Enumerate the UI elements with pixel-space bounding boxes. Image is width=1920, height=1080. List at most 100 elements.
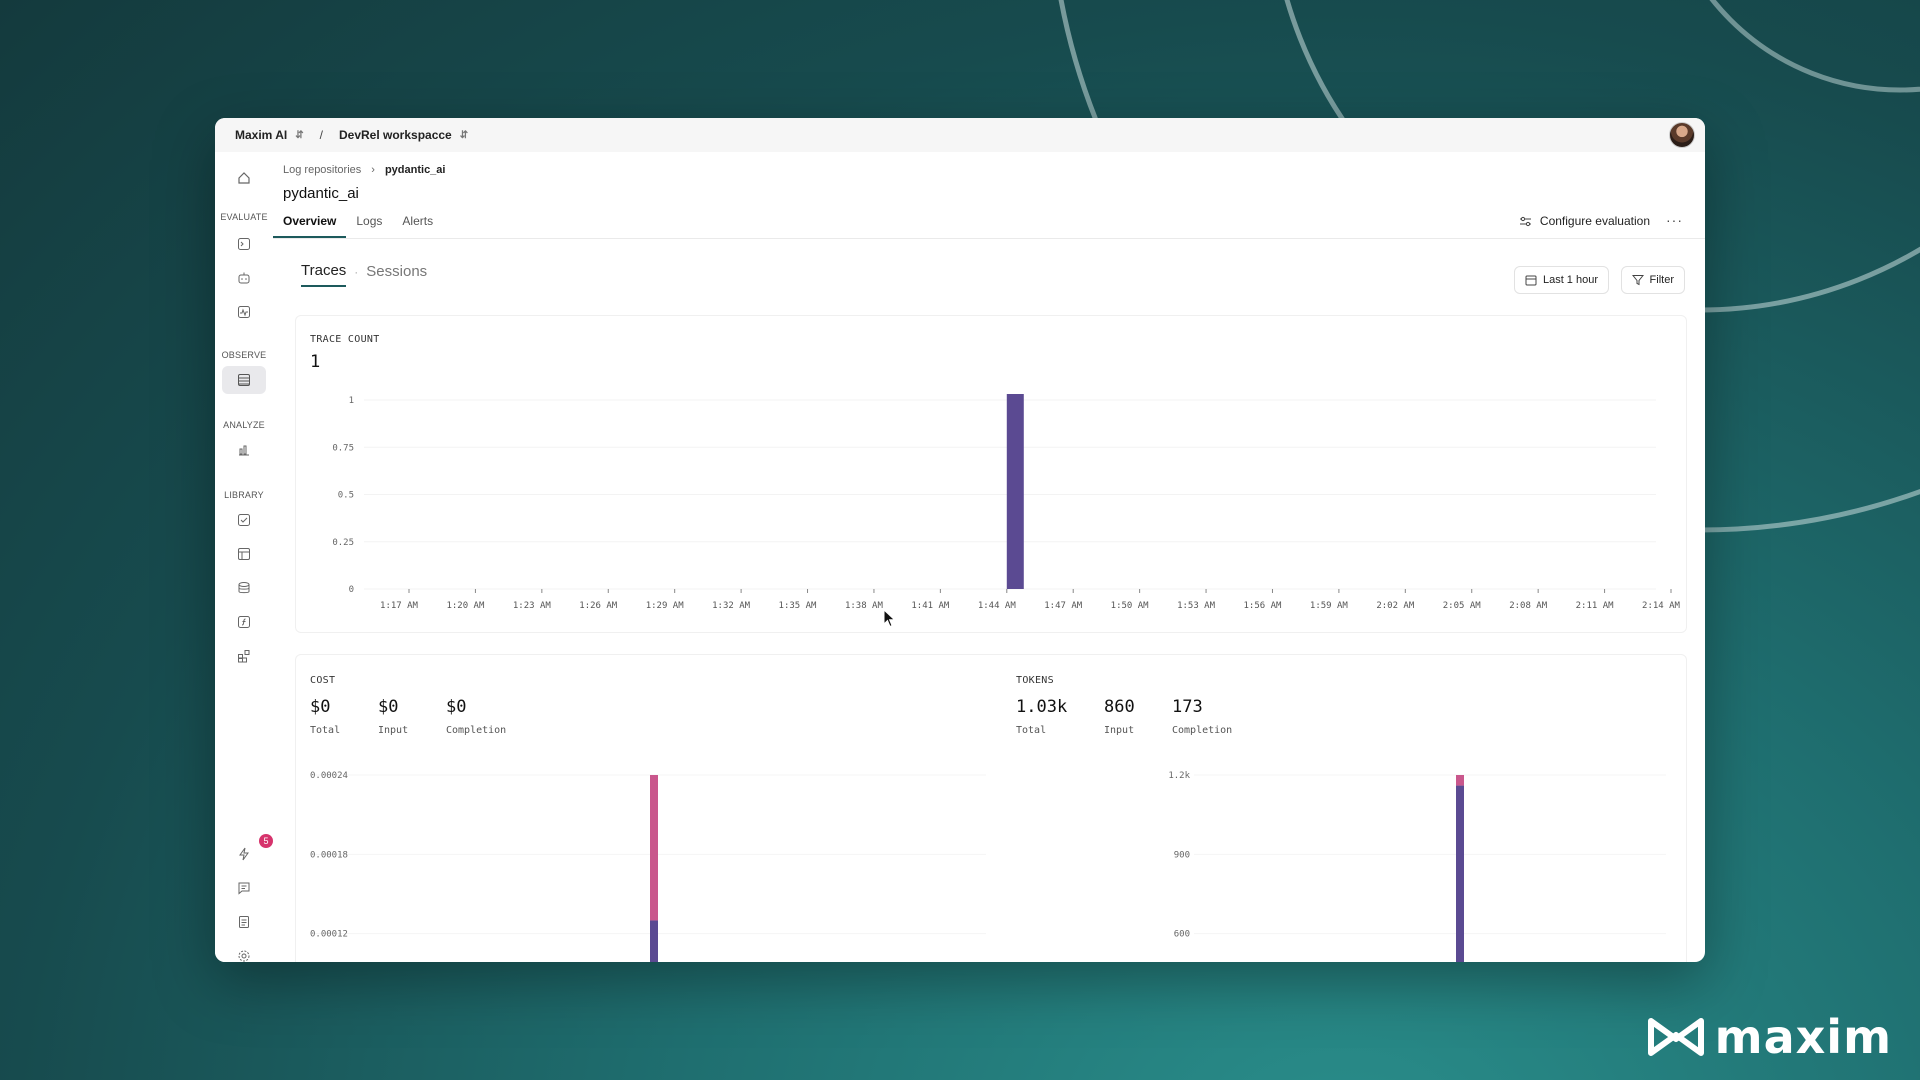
agent-icon[interactable] (230, 264, 258, 292)
section-observe: OBSERVE (221, 350, 267, 360)
home-icon[interactable] (230, 164, 258, 192)
sliders-icon (1519, 216, 1531, 226)
trace-bar (1006, 394, 1024, 589)
notifications-icon[interactable]: 5 (230, 834, 273, 868)
more-options-icon[interactable]: ··· (1666, 212, 1683, 228)
x-tick-label: 2:05 AM (1443, 601, 1482, 611)
filter-icon (1631, 275, 1644, 286)
x-tick-label: 2:14 AM (1642, 601, 1681, 611)
tokens-completion-value: 173 (1172, 697, 1203, 717)
section-evaluate: EVALUATE (220, 212, 268, 222)
x-tick-label: 1:35 AM (779, 601, 818, 611)
y-tick-label: 900 (1174, 850, 1190, 860)
trace-count-label: TRACE COUNT (310, 334, 380, 345)
org-name: Maxim AI (235, 128, 288, 142)
chevron-updown-icon: ⇵ (295, 129, 304, 141)
prompt-icon[interactable] (230, 230, 258, 258)
feedback-icon[interactable] (230, 874, 258, 902)
logs-icon[interactable] (222, 366, 266, 394)
x-tick-label: 1:20 AM (446, 601, 485, 611)
x-tick-label: 1:38 AM (845, 601, 884, 611)
view-switcher: Traces · Sessions (301, 262, 427, 287)
workspace-name: DevRel workspacce (338, 128, 452, 142)
topbar-separator: / (319, 128, 323, 142)
x-tick-label: 1:23 AM (513, 601, 552, 611)
settings-gear-icon[interactable] (230, 942, 258, 962)
x-tick-label: 1:41 AM (911, 601, 950, 611)
mouse-cursor-icon (883, 609, 896, 628)
chevron-updown-icon: ⇵ (459, 129, 469, 141)
time-range-button[interactable]: Last 1 hour (1513, 266, 1609, 294)
sidebar: EVALUATE OBSERVE ANALYZE LIBRARY (215, 152, 273, 962)
y-tick-label: 0.00018 (310, 850, 348, 860)
tabs-divider (273, 238, 1705, 239)
brand-name: maxim (1714, 1010, 1892, 1064)
y-tick-label: 1 (349, 396, 354, 406)
tab-alerts[interactable]: Alerts (402, 214, 434, 228)
section-library: LIBRARY (224, 490, 264, 500)
page-title: pydantic_ai (283, 185, 359, 202)
evaluator-icon[interactable] (230, 298, 258, 326)
y-tick-label: 0.75 (332, 443, 354, 453)
function-icon[interactable] (230, 608, 258, 636)
avatar[interactable] (1669, 122, 1695, 148)
tokens-label: TOKENS (1016, 675, 1054, 686)
breadcrumb-current: pydantic_ai (384, 164, 446, 176)
cost-label: COST (310, 675, 336, 686)
workspace-switcher[interactable]: DevRel workspacce ⇵ (339, 128, 468, 142)
calendar-icon (1525, 275, 1537, 286)
tokens-completion-caption: Completion (1172, 725, 1233, 736)
breadcrumb: Log repositories › pydantic_ai (283, 164, 445, 176)
cost-completion-value: $0 (446, 697, 467, 717)
tokens-chart: 600 900 1.2k (1168, 771, 1666, 962)
tokens-input-caption: Input (1104, 725, 1135, 736)
x-tick-label: 1:47 AM (1044, 601, 1083, 611)
x-tick-label: 1:17 AM (380, 601, 419, 611)
x-tick-label: 2:11 AM (1576, 601, 1615, 611)
subtab-separator: · (354, 264, 359, 279)
cost-chart: 0.00012 0.00018 0.00024 (310, 771, 986, 962)
trace-count-chart: 0 0.25 0.5 0.75 1 1:17 AM 1:20 AM 1:23 AM 1:26 A… (332, 394, 1681, 611)
tokens-total-value: 1.03k (1016, 697, 1068, 717)
subtab-sessions[interactable]: Sessions (366, 263, 428, 280)
trace-count-value: 1 (310, 352, 321, 372)
evaluators-library-icon[interactable] (230, 506, 258, 534)
stacked-bar-segment (1456, 785, 1464, 962)
integrations-icon[interactable] (230, 642, 258, 670)
main-content: Log repositories › pydantic_ai pydantic_… (273, 152, 1705, 962)
tab-bar: Overview Logs Alerts (273, 208, 443, 238)
datasets-icon[interactable] (230, 540, 258, 568)
tokens-input-value: 860 (1104, 697, 1135, 717)
breadcrumb-parent[interactable]: Log repositories (283, 164, 362, 176)
x-tick-label: 1:44 AM (978, 601, 1017, 611)
notification-badge: 5 (259, 834, 273, 848)
tab-overview[interactable]: Overview (273, 208, 347, 238)
x-tick-label: 2:02 AM (1376, 601, 1415, 611)
filter-label: Filter (1649, 274, 1674, 286)
maxim-logo-icon (1647, 1018, 1704, 1056)
filter-button[interactable]: Filter (1620, 266, 1685, 294)
cost-completion-caption: Completion (446, 725, 507, 736)
x-tick-label: 1:50 AM (1111, 601, 1150, 611)
stacked-bar-segment (1456, 775, 1464, 786)
stacked-bar-segment (650, 920, 658, 962)
dashboard-icon[interactable] (230, 436, 258, 464)
configure-evaluation-button[interactable]: Configure evaluation (1519, 214, 1650, 228)
x-tick-label: 1:29 AM (646, 601, 685, 611)
docs-icon[interactable] (230, 908, 258, 936)
cost-input-value: $0 (378, 697, 399, 717)
cost-tokens-card: COST $0 Total $0 Input $0 Completion TOK… (295, 654, 1687, 962)
x-tick-label: 1:59 AM (1310, 601, 1349, 611)
database-icon[interactable] (230, 574, 258, 602)
y-tick-label: 0 (349, 585, 354, 595)
org-switcher[interactable]: Maxim AI ⇵ (235, 128, 304, 142)
subtab-traces[interactable]: Traces (301, 262, 347, 287)
chevron-right-icon: › (371, 164, 375, 176)
configure-evaluation-label: Configure evaluation (1539, 214, 1650, 228)
app-window: Maxim AI ⇵ / DevRel workspacce ⇵ EVALUAT… (215, 118, 1705, 962)
section-analyze: ANALYZE (223, 420, 265, 430)
y-tick-label: 600 (1174, 930, 1190, 940)
y-tick-label: 0.00024 (310, 771, 348, 781)
tab-logs[interactable]: Logs (356, 214, 383, 228)
cost-total-caption: Total (310, 725, 341, 736)
